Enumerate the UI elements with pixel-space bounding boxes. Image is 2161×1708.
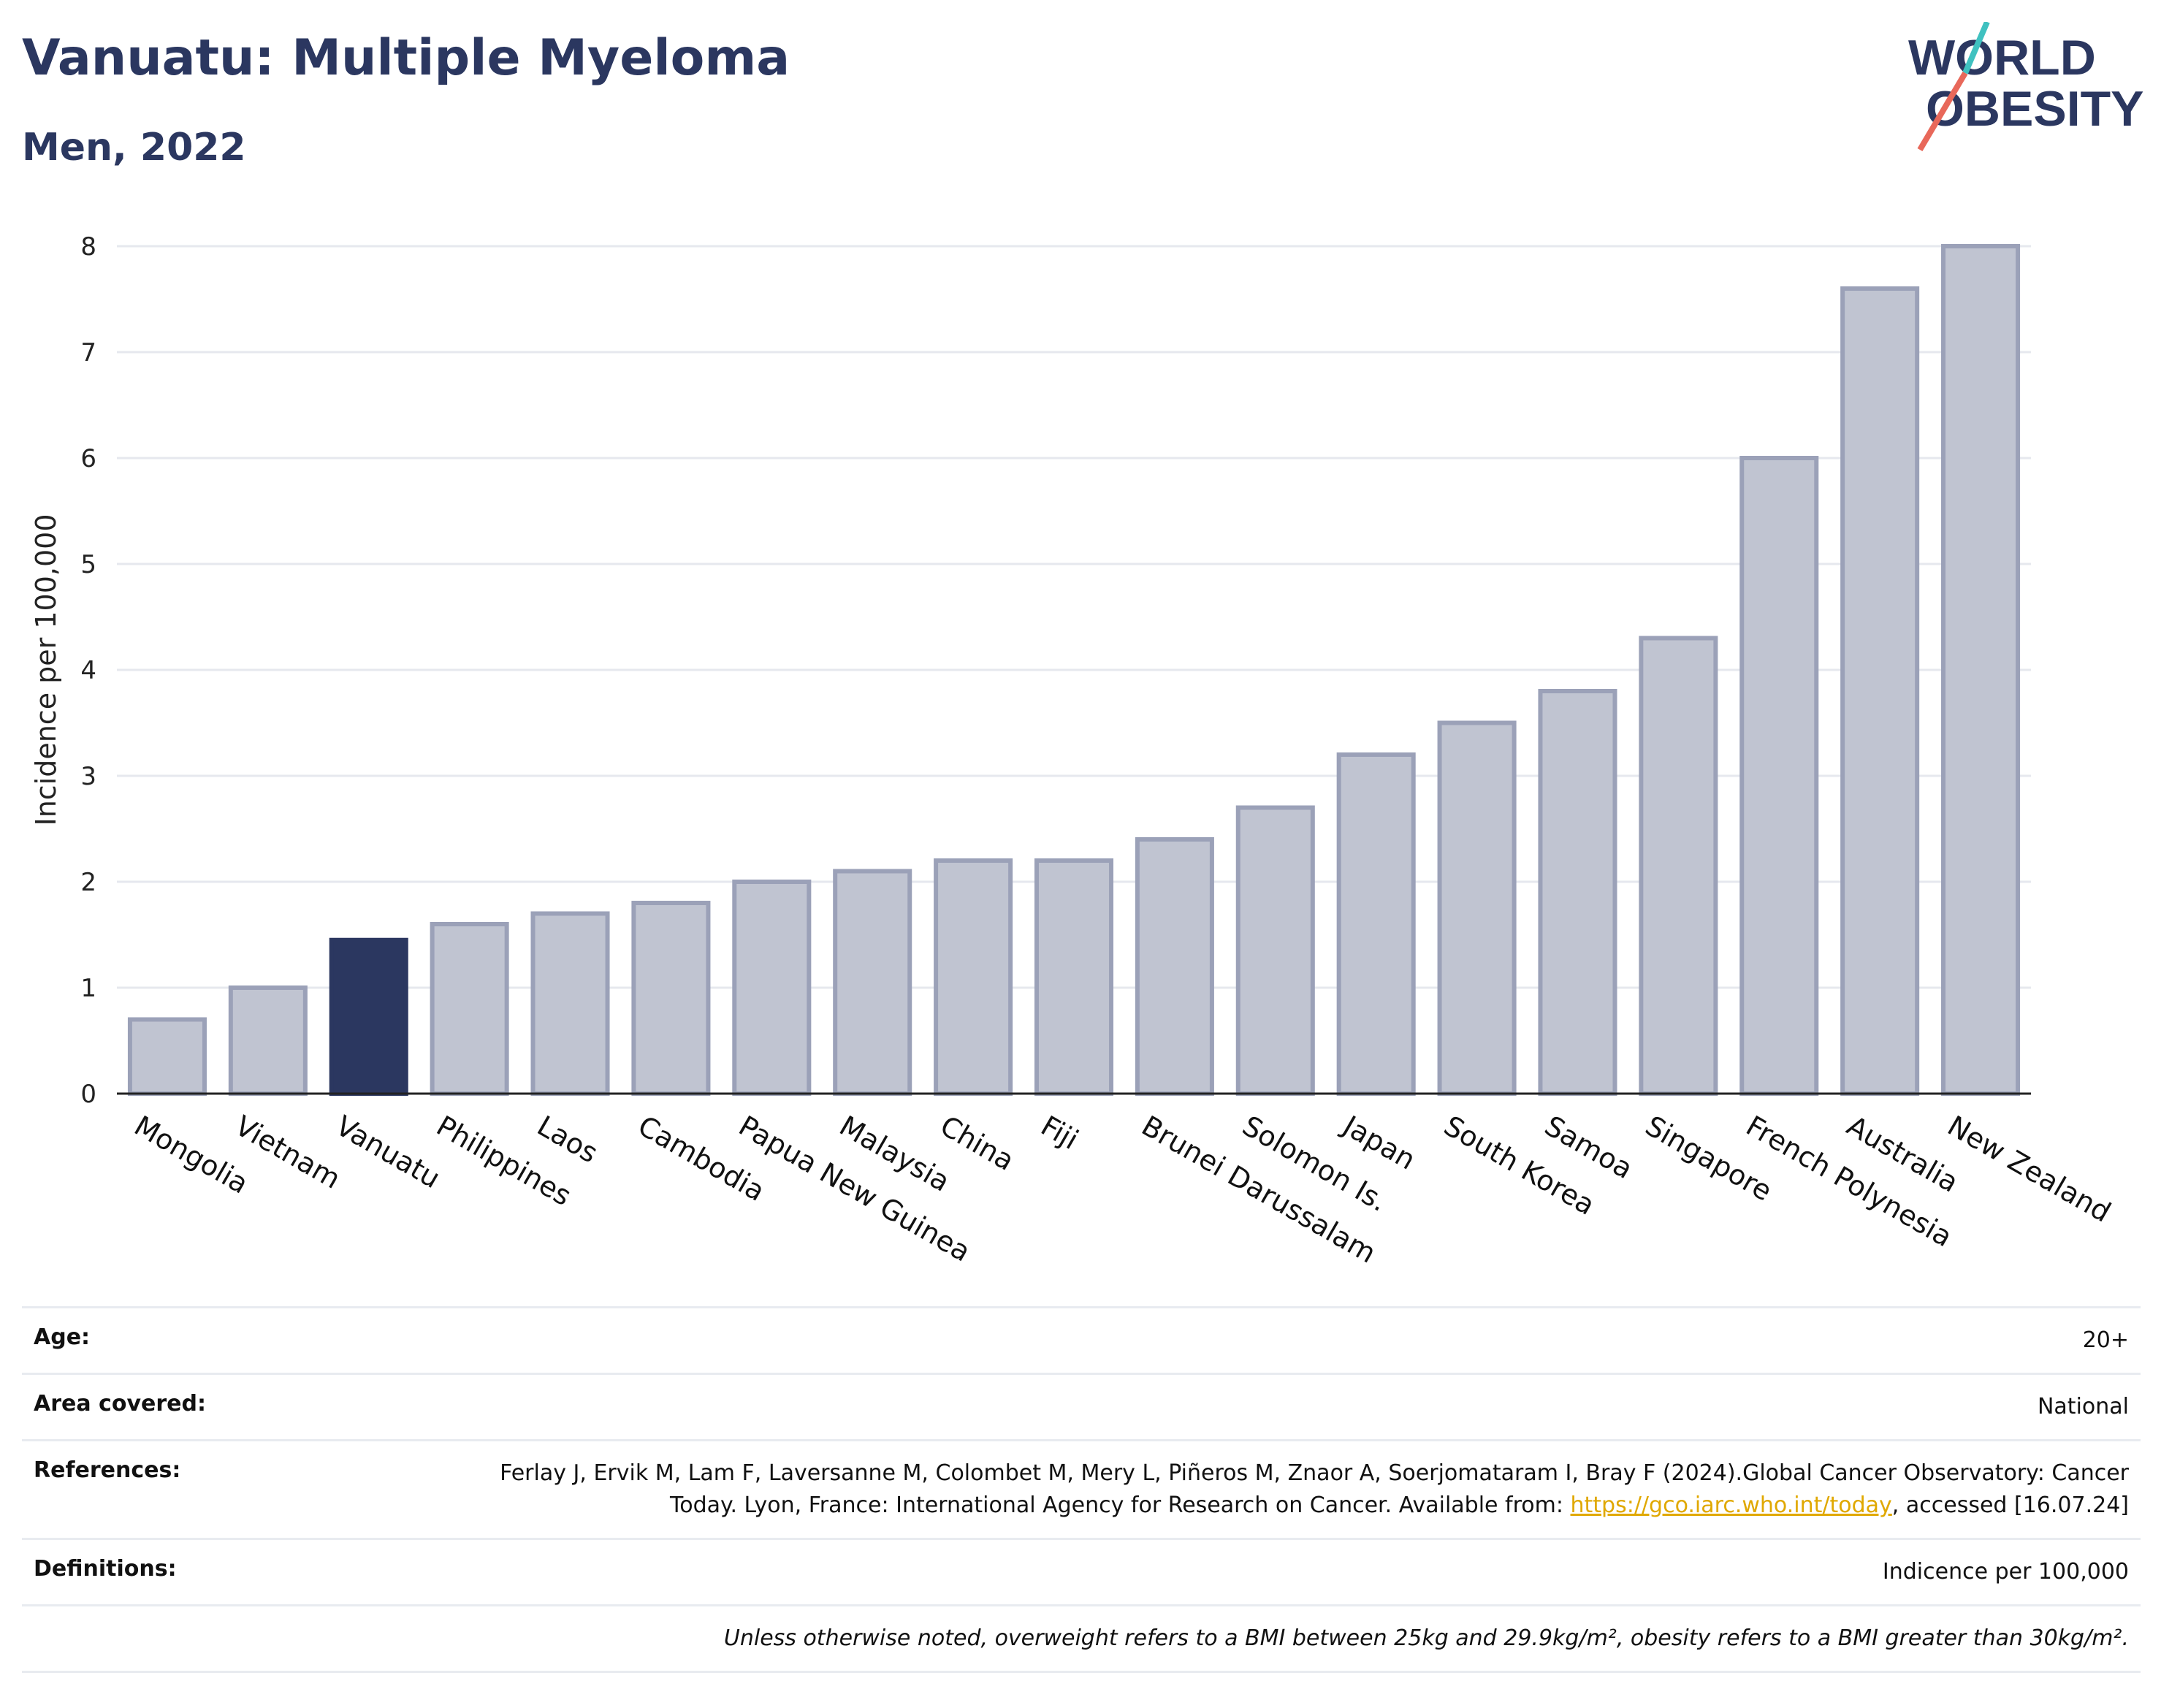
y-tick-label: 2 [80, 868, 96, 897]
bar [732, 880, 812, 1096]
x-tick-label: New Zealand [1943, 1110, 2116, 1229]
bmi-note: Unless otherwise noted, overweight refer… [723, 1625, 2129, 1651]
bar [1538, 689, 1617, 1096]
references-accessed: , accessed [16.07.24] [1891, 1492, 2129, 1518]
logo-slash-teal [1962, 22, 1990, 75]
bar [1639, 636, 1718, 1096]
y-tick-label: 6 [80, 444, 96, 473]
bar [1235, 805, 1315, 1096]
bar [127, 1017, 207, 1096]
x-tick-label: Fiji [1036, 1110, 1084, 1156]
definitions-value: Indicence per 100,000 [1882, 1559, 2129, 1585]
bar [1034, 858, 1114, 1096]
info-row-references: References: Ferlay J, Ervik M, Lam F, La… [22, 1439, 2141, 1538]
references-label: References: [34, 1457, 181, 1483]
bar [631, 901, 711, 1096]
x-tick-label: Mongolia [129, 1110, 254, 1200]
logo-line-world: WORLD [1908, 30, 2096, 85]
bar [1336, 752, 1416, 1096]
definitions-label: Definitions: [34, 1556, 177, 1582]
y-tick-label: 1 [80, 974, 96, 1003]
info-row-note: Unless otherwise noted, overweight refer… [22, 1604, 2141, 1673]
y-tick-label: 8 [80, 232, 96, 262]
bar [530, 911, 610, 1096]
y-tick-label: 7 [80, 338, 96, 367]
age-value: 20+ [2082, 1327, 2129, 1353]
y-tick-label: 0 [80, 1080, 96, 1109]
area-label: Area covered: [34, 1391, 206, 1417]
references-link[interactable]: https://gco.iarc.who.int/today [1570, 1492, 1892, 1518]
bar [430, 922, 509, 1096]
bar [1437, 720, 1517, 1096]
area-value: National [2037, 1394, 2129, 1419]
info-row-definitions: Definitions: Indicence per 100,000 [22, 1538, 2141, 1604]
bar [1840, 286, 1920, 1096]
chart-title: Vanuatu: Multiple Myeloma [22, 29, 790, 87]
references-text: Ferlay J, Ervik M, Lam F, Laversanne M, … [500, 1460, 2129, 1518]
y-tick-label: 4 [80, 656, 96, 685]
bar [228, 985, 308, 1096]
world-obesity-logo: WORLD OBESITY [1908, 22, 2144, 152]
bar [833, 869, 912, 1096]
y-tick-label: 3 [80, 762, 96, 791]
info-row-age: Age: 20+ [22, 1306, 2141, 1373]
logo-line-obesity: OBESITY [1926, 81, 2144, 137]
y-tick-label: 5 [80, 550, 96, 579]
info-row-area: Area covered: National [22, 1373, 2141, 1439]
logo-slash-coral [1917, 71, 1968, 152]
bar [1941, 244, 2021, 1096]
chart-subtitle: Men, 2022 [22, 126, 246, 169]
bar [1135, 837, 1214, 1096]
bar [329, 937, 408, 1096]
y-axis-label: Incidence per 100,000 [30, 514, 62, 826]
bar [1739, 456, 1819, 1096]
age-label: Age: [34, 1324, 91, 1350]
info-table: Age: 20+ Area covered: National Referenc… [22, 1306, 2141, 1673]
x-tick-label: Laos [532, 1110, 603, 1170]
x-tick-label: Vanuatu [330, 1110, 446, 1194]
references-value: Ferlay J, Ervik M, Lam F, Laversanne M, … [449, 1457, 2129, 1522]
bar [934, 858, 1013, 1096]
